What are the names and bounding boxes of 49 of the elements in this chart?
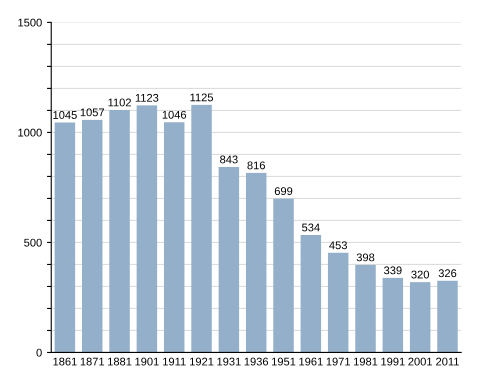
y-tick-label: 500	[24, 238, 42, 247]
y-tick-label: 0	[36, 348, 42, 357]
bar	[218, 166, 240, 352]
bar	[273, 198, 294, 352]
data-label: 1045	[53, 111, 77, 119]
data-label: 1046	[162, 110, 186, 119]
bar	[136, 105, 158, 352]
data-label: 339	[384, 266, 402, 274]
bar	[437, 280, 458, 352]
data-label: 534	[302, 224, 320, 232]
bar	[54, 122, 76, 352]
x-tick-label: 1901	[135, 358, 159, 366]
x-tick-label: 1911	[163, 358, 186, 366]
bar	[410, 282, 430, 352]
x-tick-label: 1981	[354, 358, 378, 366]
x-tick-label: 2011	[436, 358, 459, 366]
x-tick-label: 1861	[53, 358, 77, 366]
bar	[355, 264, 376, 352]
x-tick-label: 1951	[272, 358, 296, 366]
x-tick-label: 1936	[244, 358, 268, 366]
x-tick-label: 1961	[299, 358, 323, 366]
bar	[300, 234, 322, 352]
x-tick-label: 1931	[217, 358, 241, 366]
x-tick-label: 2001	[408, 358, 432, 366]
y-tick-label: 1500	[18, 18, 42, 27]
bar	[382, 278, 404, 352]
data-label: 320	[411, 270, 430, 278]
bar	[191, 104, 212, 352]
data-label: 326	[438, 269, 456, 278]
x-tick-label: 1991	[381, 358, 405, 366]
data-label: 1102	[108, 98, 131, 106]
data-label: 816	[247, 161, 265, 170]
bar	[246, 172, 266, 352]
data-label: 398	[356, 253, 374, 262]
data-label: 699	[274, 187, 292, 196]
x-tick-label: 1881	[108, 358, 132, 366]
bar	[164, 122, 184, 352]
y-tick-label: 1000	[18, 128, 42, 137]
bar	[82, 120, 102, 352]
x-tick-label: 1971	[326, 358, 350, 366]
x-tick-label: 1871	[80, 358, 104, 366]
data-label: 1123	[136, 94, 158, 102]
x-tick-label: 1921	[190, 358, 214, 366]
bar	[109, 110, 130, 352]
data-label: 453	[329, 241, 347, 250]
bar	[328, 252, 348, 352]
data-label: 1125	[190, 93, 214, 102]
data-label: 843	[220, 156, 238, 164]
data-label: 1057	[80, 108, 104, 116]
